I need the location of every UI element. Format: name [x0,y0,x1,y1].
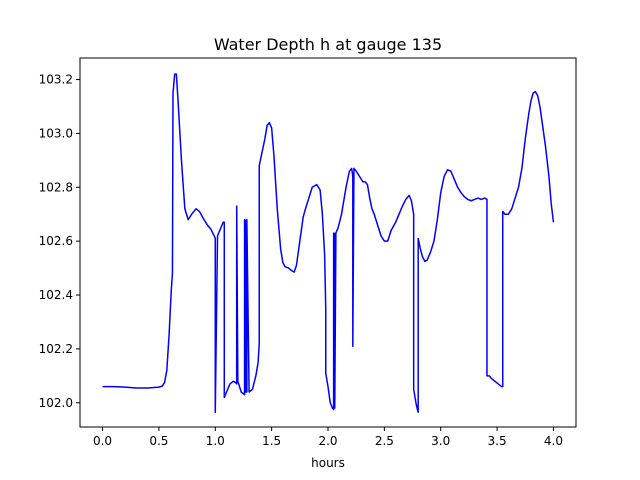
x-tick-label: 3.5 [488,434,507,448]
x-tick-label: 0.0 [93,434,112,448]
y-tick-label: 102.6 [39,234,73,248]
chart-title: Water Depth h at gauge 135 [214,35,442,54]
x-tick-label: 3.0 [431,434,450,448]
y-tick-label: 103.0 [39,126,73,140]
x-tick-label: 4.0 [544,434,563,448]
series-line [102,73,555,413]
x-tick-label: 2.5 [375,434,394,448]
x-tick-label: 1.5 [262,434,281,448]
x-axis: 0.0 0.5 1.0 1.5 2.0 2.5 3.0 3.5 4.0 [93,427,563,448]
y-tick-label: 102.2 [39,342,73,356]
y-tick-label: 103.2 [39,73,73,87]
x-axis-label: hours [311,456,345,470]
y-tick-label: 102.4 [39,288,73,302]
y-tick-label: 102.8 [39,180,73,194]
x-tick-label: 2.0 [318,434,337,448]
x-tick-label: 0.5 [149,434,168,448]
y-tick-label: 102.0 [39,396,73,410]
x-tick-label: 1.0 [206,434,225,448]
y-axis: 102.0 102.2 102.4 102.6 102.8 103.0 103.2 [39,73,80,410]
